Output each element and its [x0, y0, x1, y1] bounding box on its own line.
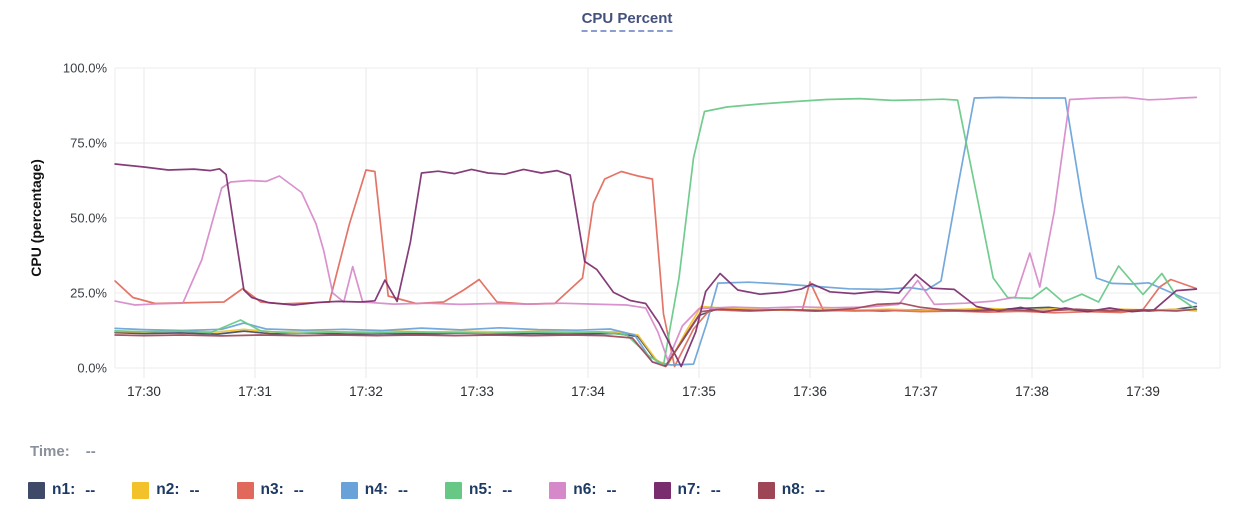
x-tick-label: 17:37: [904, 384, 938, 399]
legend-label-n3: n3:: [260, 481, 284, 498]
x-tick-label: 17:32: [349, 384, 383, 399]
legend-label-n4: n4:: [364, 481, 388, 498]
legend-label-n2: n2:: [156, 481, 180, 498]
x-tick-label: 17:31: [238, 384, 272, 399]
x-tick-label: 17:35: [682, 384, 716, 399]
x-tick-label: 17:34: [571, 384, 605, 399]
time-label: Time:: [30, 443, 70, 460]
cpu-percent-line-chart[interactable]: 0.0% 25.0% 50.0% 75.0% 100.0% 17:30 17:31 17:32…: [0, 0, 1254, 412]
legend-value-n6: --: [606, 481, 617, 499]
series-line-n8: [114, 302, 1198, 368]
x-tick-label: 17:38: [1015, 384, 1049, 399]
legend-value-n1: --: [85, 481, 96, 499]
y-tick-label: 25.0%: [70, 286, 107, 301]
n4-swatch-icon: [340, 481, 358, 499]
series-line-n4: [114, 96, 1198, 366]
n1-swatch-icon: [28, 481, 45, 499]
y-tick-label: 50.0%: [70, 211, 107, 226]
legend-item-n7[interactable]: n7: --: [653, 481, 721, 499]
n5-swatch-icon: [445, 481, 462, 499]
n2-swatch-icon: [132, 481, 150, 499]
legend-label-n1: n1:: [52, 481, 76, 498]
y-tick-label: 75.0%: [70, 136, 107, 151]
legend-value-n5: --: [502, 481, 513, 499]
legend-value-n7: --: [710, 481, 721, 499]
legend-item-n1[interactable]: n1: --: [28, 481, 95, 499]
legend-value-n8: --: [815, 481, 825, 499]
series-legend: n1: -- n2: -- n3: -- n4: -- n5: -- n6: -- n7: -- n8: --: [28, 481, 825, 499]
legend-label-n7: n7:: [677, 481, 701, 498]
x-tick-label: 17:30: [127, 384, 161, 399]
legend-label-n6: n6:: [573, 481, 597, 498]
legend-item-n6[interactable]: n6: --: [549, 481, 617, 499]
legend-item-n3[interactable]: n3: --: [236, 481, 304, 499]
time-readout: Time: --: [30, 443, 96, 460]
series-line-n5: [114, 97, 1198, 366]
x-tick-label: 17:36: [793, 384, 827, 399]
time-value: --: [85, 443, 96, 460]
legend-item-n5[interactable]: n5: --: [445, 481, 512, 499]
legend-item-n2[interactable]: n2: --: [132, 481, 200, 499]
legend-value-n2: --: [189, 481, 200, 499]
n8-swatch-icon: [757, 481, 775, 499]
n6-swatch-icon: [549, 481, 567, 499]
legend-label-n5: n5:: [469, 481, 493, 498]
chart-title[interactable]: CPU Percent: [581, 10, 673, 32]
n3-swatch-icon: [236, 481, 254, 499]
legend-item-n8[interactable]: n8: --: [757, 481, 825, 499]
series-lines: [114, 96, 1198, 368]
y-tick-label: 100.0%: [63, 61, 108, 76]
grid-lines: [114, 67, 1221, 378]
n7-swatch-icon: [653, 481, 671, 499]
legend-item-n4[interactable]: n4: --: [340, 481, 408, 499]
legend-label-n8: n8:: [781, 481, 805, 498]
series-line-n6: [114, 96, 1198, 362]
legend-value-n3: --: [293, 481, 304, 499]
x-tick-label: 17:39: [1126, 384, 1160, 399]
legend-value-n4: --: [398, 481, 408, 499]
x-tick-label: 17:33: [460, 384, 494, 399]
series-line-n7: [114, 163, 1198, 368]
y-tick-label: 0.0%: [77, 361, 107, 376]
